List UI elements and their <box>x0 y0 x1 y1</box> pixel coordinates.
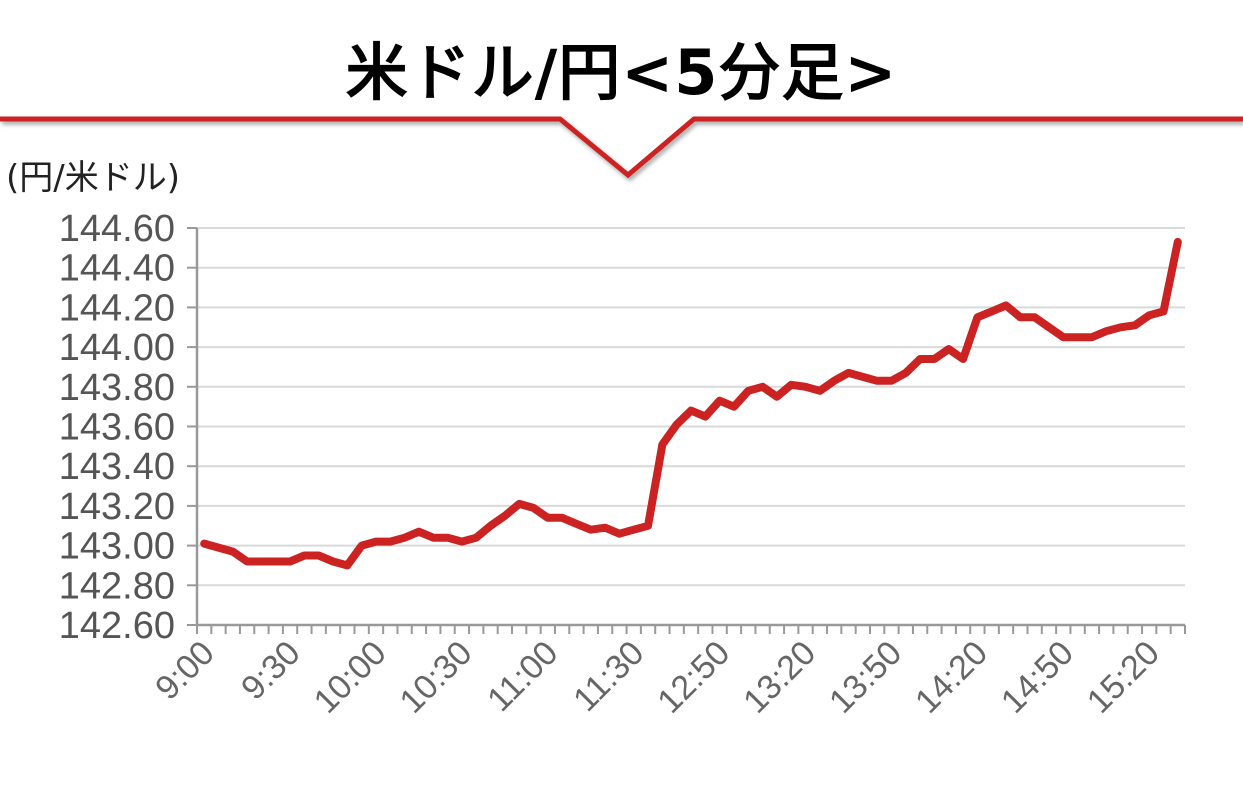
x-tick-label: 15:20 <box>1080 634 1167 721</box>
y-tick-label: 144.00 <box>59 327 175 369</box>
x-tick-label: 11:00 <box>480 634 565 719</box>
y-axis-unit-label: (円/米ドル) <box>6 158 180 198</box>
x-tick-label: 9:30 <box>234 634 308 708</box>
y-tick-label: 142.80 <box>59 565 175 607</box>
y-tick-label: 144.20 <box>59 287 175 329</box>
x-tick-label: 10:30 <box>393 634 480 721</box>
gridlines <box>197 227 1185 587</box>
header-rule <box>0 116 1243 179</box>
y-tick-label: 142.60 <box>59 605 175 647</box>
y-tick-label: 143.80 <box>59 367 175 409</box>
axes <box>187 227 1186 634</box>
y-axis-ticks: 144.60144.40144.20144.00143.80143.60143.… <box>59 208 175 647</box>
series-line <box>200 237 1182 570</box>
x-tick-label: 11:30 <box>566 634 651 719</box>
y-tick-label: 143.60 <box>59 407 175 449</box>
x-tick-label: 14:20 <box>908 634 995 721</box>
y-tick-label: 143.00 <box>59 526 175 568</box>
y-tick-label: 143.20 <box>59 486 175 528</box>
x-tick-label: 14:50 <box>994 634 1081 721</box>
y-tick-label: 143.40 <box>59 446 175 488</box>
x-tick-label: 13:20 <box>736 634 823 721</box>
chart-title: 米ドル/円<5分足> <box>345 36 898 109</box>
x-tick-label: 10:00 <box>307 634 394 721</box>
x-tick-label: 13:50 <box>822 634 909 721</box>
y-tick-label: 144.40 <box>59 248 175 290</box>
x-tick-label: 12:50 <box>650 634 737 721</box>
y-tick-label: 144.60 <box>59 208 175 250</box>
